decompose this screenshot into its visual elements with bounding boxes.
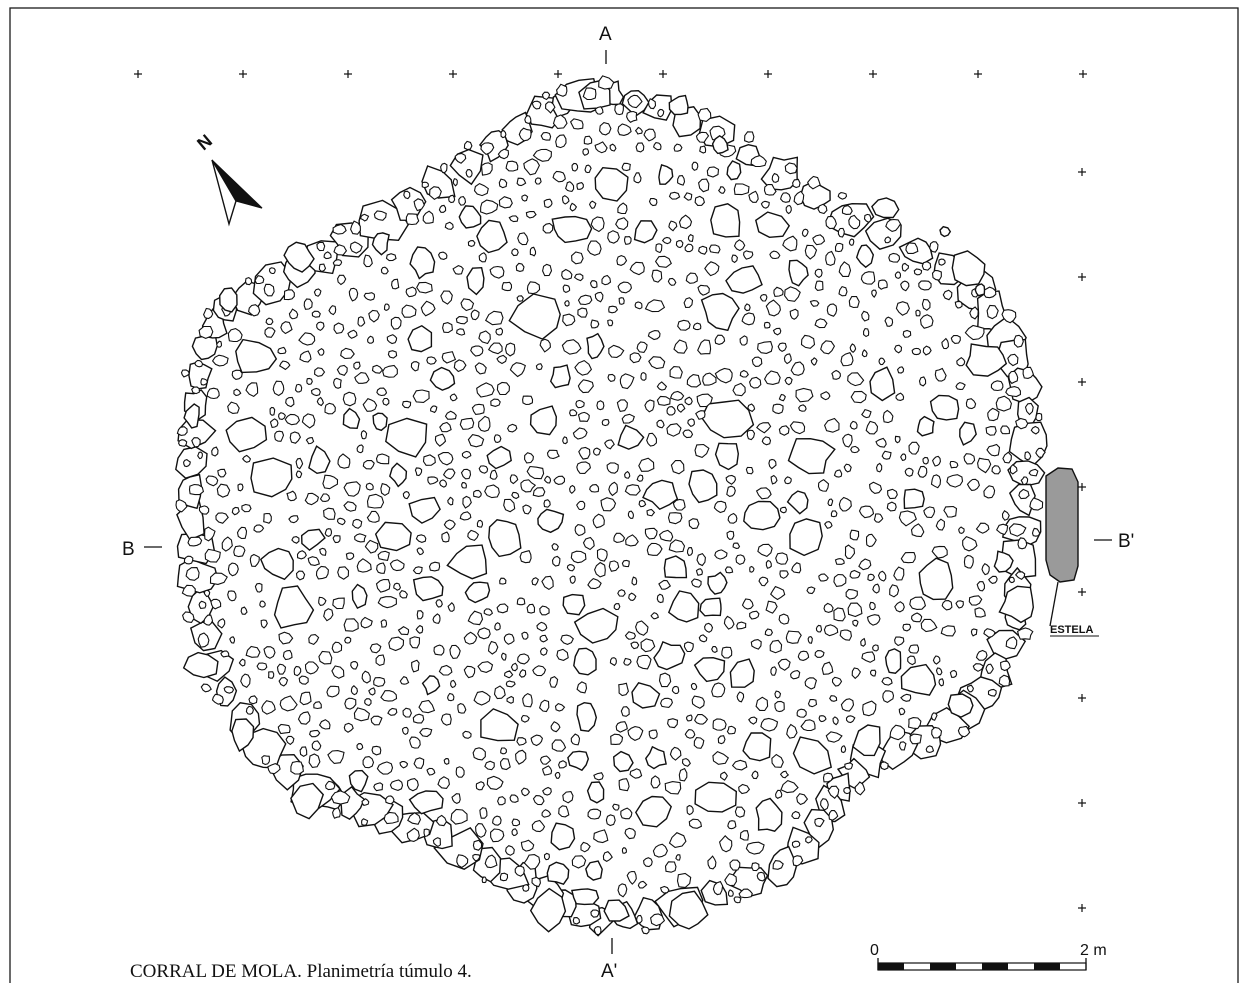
north-arrow-icon: N bbox=[193, 130, 263, 227]
grid-cross-icon bbox=[974, 70, 982, 78]
figure-caption: CORRAL DE MOLA. Planimetría túmulo 4. bbox=[130, 961, 472, 982]
stele-slab bbox=[1045, 467, 1079, 583]
stone-field bbox=[175, 75, 1048, 937]
grid-cross-icon bbox=[1078, 694, 1086, 702]
grid-cross-icon bbox=[1078, 168, 1086, 176]
grid-cross-icon bbox=[1079, 70, 1087, 78]
section-label-b: B bbox=[122, 539, 135, 560]
stele-marker: ESTELA bbox=[1045, 467, 1099, 637]
section-b-marker: B bbox=[122, 539, 162, 560]
section-a-prime-marker: A' bbox=[601, 938, 617, 982]
north-label: N bbox=[193, 130, 216, 154]
grid-cross-icon bbox=[239, 70, 247, 78]
section-label-a-prime: A' bbox=[601, 961, 617, 982]
grid-cross-icon bbox=[659, 70, 667, 78]
grid-markers bbox=[134, 70, 1087, 912]
grid-cross-icon bbox=[1078, 904, 1086, 912]
stele-label: ESTELA bbox=[1050, 624, 1093, 636]
figure-frame bbox=[9, 7, 1239, 983]
section-label-b-prime: B' bbox=[1118, 531, 1134, 552]
grid-cross-icon bbox=[449, 70, 457, 78]
grid-cross-icon bbox=[1078, 483, 1086, 491]
scale-start-label: 0 bbox=[870, 942, 879, 959]
scale-end-label: 2 m bbox=[1080, 942, 1107, 959]
section-label-a: A bbox=[599, 24, 612, 45]
section-a-marker: A bbox=[599, 24, 612, 64]
grid-cross-icon bbox=[344, 70, 352, 78]
grid-cross-icon bbox=[1078, 799, 1086, 807]
grid-cross-icon bbox=[869, 70, 877, 78]
grid-cross-icon bbox=[134, 70, 142, 78]
grid-cross-icon bbox=[764, 70, 772, 78]
grid-cross-icon bbox=[1078, 378, 1086, 386]
scale-bar: 0 2 m bbox=[870, 942, 1107, 971]
grid-cross-icon bbox=[1078, 588, 1086, 596]
grid-cross-icon bbox=[1078, 273, 1086, 281]
grid-cross-icon bbox=[554, 70, 562, 78]
section-b-prime-marker: B' bbox=[1094, 531, 1134, 552]
